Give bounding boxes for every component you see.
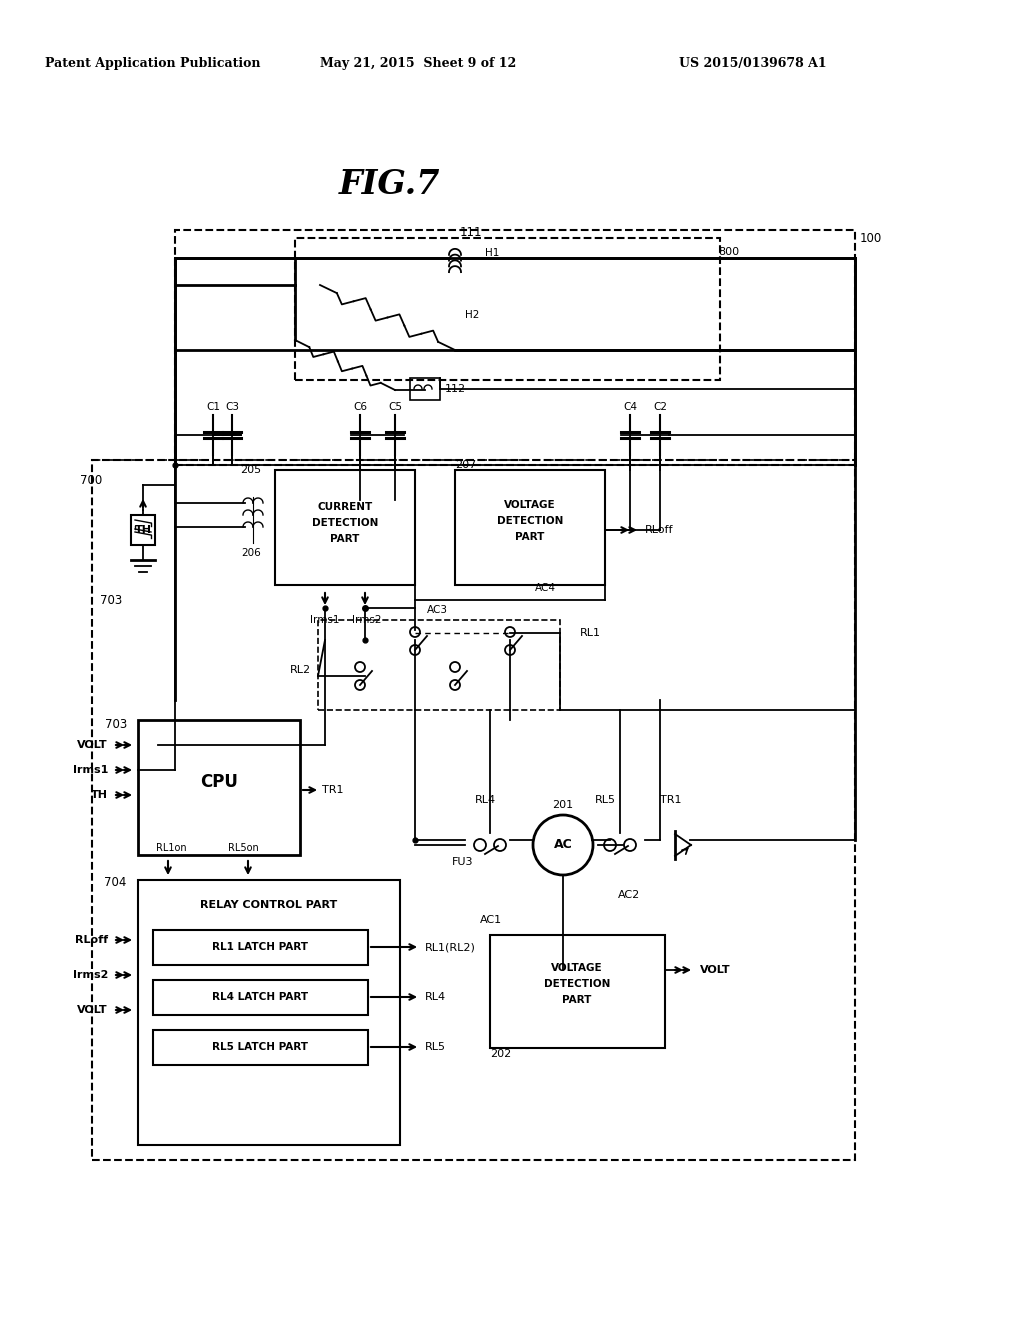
Text: VOLTAGE: VOLTAGE xyxy=(504,500,556,510)
Text: 100: 100 xyxy=(860,231,883,244)
Text: C6: C6 xyxy=(353,403,367,412)
Text: VOLTAGE: VOLTAGE xyxy=(551,964,603,973)
Text: 206: 206 xyxy=(241,548,261,558)
Text: 111: 111 xyxy=(460,226,482,239)
Text: VOLT: VOLT xyxy=(700,965,731,975)
Text: VOLT: VOLT xyxy=(78,1005,108,1015)
Text: 205: 205 xyxy=(240,465,261,475)
Text: 800: 800 xyxy=(718,247,739,257)
Text: Irms1: Irms1 xyxy=(73,766,108,775)
Text: Irms1: Irms1 xyxy=(310,615,340,624)
Text: H1: H1 xyxy=(485,248,500,257)
Text: AC1: AC1 xyxy=(480,915,502,925)
Text: 704: 704 xyxy=(104,875,126,888)
Text: US 2015/0139678 A1: US 2015/0139678 A1 xyxy=(679,57,826,70)
Text: RL4 LATCH PART: RL4 LATCH PART xyxy=(212,993,308,1002)
Text: C4: C4 xyxy=(623,403,637,412)
Text: PART: PART xyxy=(562,995,592,1005)
Text: TR1: TR1 xyxy=(660,795,682,805)
Text: RL5: RL5 xyxy=(425,1041,446,1052)
Text: 207: 207 xyxy=(455,459,476,470)
Text: Patent Application Publication: Patent Application Publication xyxy=(45,57,261,70)
Text: CURRENT: CURRENT xyxy=(317,502,373,512)
Text: DETECTION: DETECTION xyxy=(312,517,378,528)
Text: RLoff: RLoff xyxy=(75,935,108,945)
Text: 703: 703 xyxy=(100,594,122,606)
Text: VOLT: VOLT xyxy=(78,741,108,750)
Text: RL5on: RL5on xyxy=(228,843,259,853)
Text: AC3: AC3 xyxy=(427,605,449,615)
Text: Irms2: Irms2 xyxy=(73,970,108,979)
Text: PART: PART xyxy=(331,535,359,544)
Text: RL2: RL2 xyxy=(290,665,311,675)
Text: AC2: AC2 xyxy=(618,890,640,900)
Text: AC: AC xyxy=(554,838,572,851)
Text: C1: C1 xyxy=(206,403,220,412)
Text: RL1 LATCH PART: RL1 LATCH PART xyxy=(212,942,308,952)
Text: RL5 LATCH PART: RL5 LATCH PART xyxy=(212,1041,308,1052)
Text: C2: C2 xyxy=(653,403,667,412)
Text: RLoff: RLoff xyxy=(645,525,674,535)
Text: RL5: RL5 xyxy=(595,795,616,805)
Text: 202: 202 xyxy=(490,1049,511,1059)
Text: RL1on: RL1on xyxy=(156,843,186,853)
Text: H2: H2 xyxy=(465,310,479,319)
Text: RL1(RL2): RL1(RL2) xyxy=(425,942,476,952)
Text: AC4: AC4 xyxy=(535,583,556,593)
Text: 703: 703 xyxy=(105,718,127,731)
Text: PART: PART xyxy=(515,532,545,543)
Text: RL4: RL4 xyxy=(425,993,446,1002)
Text: TH: TH xyxy=(134,525,152,535)
Text: DETECTION: DETECTION xyxy=(497,516,563,525)
Text: 201: 201 xyxy=(552,800,573,810)
Text: May 21, 2015  Sheet 9 of 12: May 21, 2015 Sheet 9 of 12 xyxy=(319,57,516,70)
Text: C3: C3 xyxy=(225,403,239,412)
Text: DETECTION: DETECTION xyxy=(544,979,610,989)
Text: TH: TH xyxy=(91,789,108,800)
Text: CPU: CPU xyxy=(200,774,238,791)
Text: RL4: RL4 xyxy=(475,795,496,805)
Text: 112: 112 xyxy=(445,384,466,393)
Text: C5: C5 xyxy=(388,403,402,412)
Text: TR1: TR1 xyxy=(322,785,343,795)
Text: FIG.7: FIG.7 xyxy=(339,169,440,202)
Text: Irms2: Irms2 xyxy=(352,615,382,624)
Text: FU3: FU3 xyxy=(452,857,473,867)
Text: RELAY CONTROL PART: RELAY CONTROL PART xyxy=(201,900,338,909)
Text: RL1: RL1 xyxy=(580,628,601,638)
Text: 700: 700 xyxy=(80,474,102,487)
